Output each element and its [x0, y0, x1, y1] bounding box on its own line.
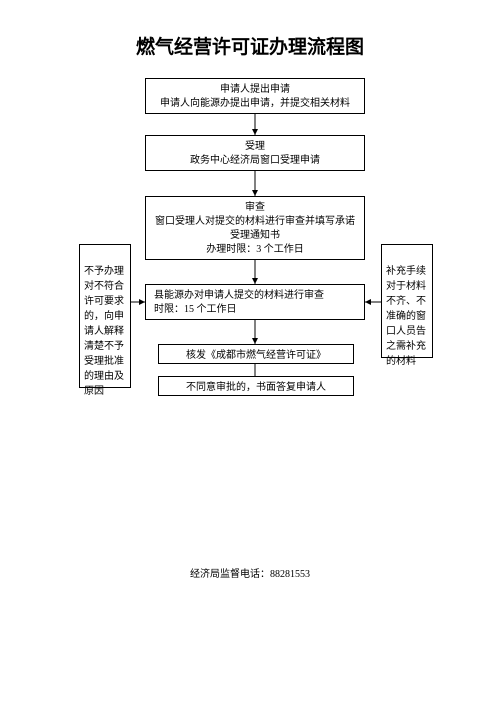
node-review-l4: 办理时限：3 个工作日 [152, 243, 358, 257]
node-county-review: 县能源办对申请人提交的材料进行审查 时限：15 个工作日 [145, 284, 365, 320]
node-county-l2: 时限：15 个工作日 [154, 303, 358, 317]
node-reject-reply: 不同意审批的，书面答复申请人 [158, 376, 354, 396]
node-accept: 受理 政务中心经济局窗口受理申请 [145, 135, 365, 171]
side-reject-text: 不予办理 对不符合 许可要求 的，向申 请人解释 清楚不予 受理批准 的理由及 … [84, 266, 124, 397]
title-text: 燃气经营许可证办理流程图 [136, 37, 364, 58]
node-issue: 核发《成都市燃气经营许可证》 [158, 344, 354, 364]
node-review: 审查 窗口受理人对提交的材料进行审查并填写承诺 受理通知书 办理时限：3 个工作… [145, 196, 365, 260]
page-title: 燃气经营许可证办理流程图 [0, 32, 500, 59]
node-county-l1: 县能源办对申请人提交的材料进行审查 [154, 289, 358, 303]
footer-text: 经济局监督电话：88281553 [190, 569, 310, 580]
node-apply: 申请人提出申请 申请人向能源办提出申请，并提交相关材料 [145, 78, 365, 114]
node-review-l1: 审查 [152, 201, 358, 215]
node-issue-l1: 核发《成都市燃气经营许可证》 [165, 349, 347, 363]
node-accept-l2: 政务中心经济局窗口受理申请 [152, 154, 358, 168]
node-side-reject: 不予办理 对不符合 许可要求 的，向申 请人解释 清楚不予 受理批准 的理由及 … [79, 244, 131, 388]
node-accept-l1: 受理 [152, 140, 358, 154]
node-review-l3: 受理通知书 [152, 229, 358, 243]
node-side-supplement: 补充手续 对于材料 不齐、不 准确的窗 口人员告 之需补充 的材料 [381, 244, 433, 358]
node-reject-l1: 不同意审批的，书面答复申请人 [165, 381, 347, 395]
node-review-l2: 窗口受理人对提交的材料进行审查并填写承诺 [152, 215, 358, 229]
footer: 经济局监督电话：88281553 [0, 565, 500, 580]
node-apply-l1: 申请人提出申请 [152, 83, 358, 97]
side-supp-text: 补充手续 对于材料 不齐、不 准确的窗 口人员告 之需补充 的材料 [386, 266, 426, 367]
node-apply-l2: 申请人向能源办提出申请，并提交相关材料 [152, 97, 358, 111]
